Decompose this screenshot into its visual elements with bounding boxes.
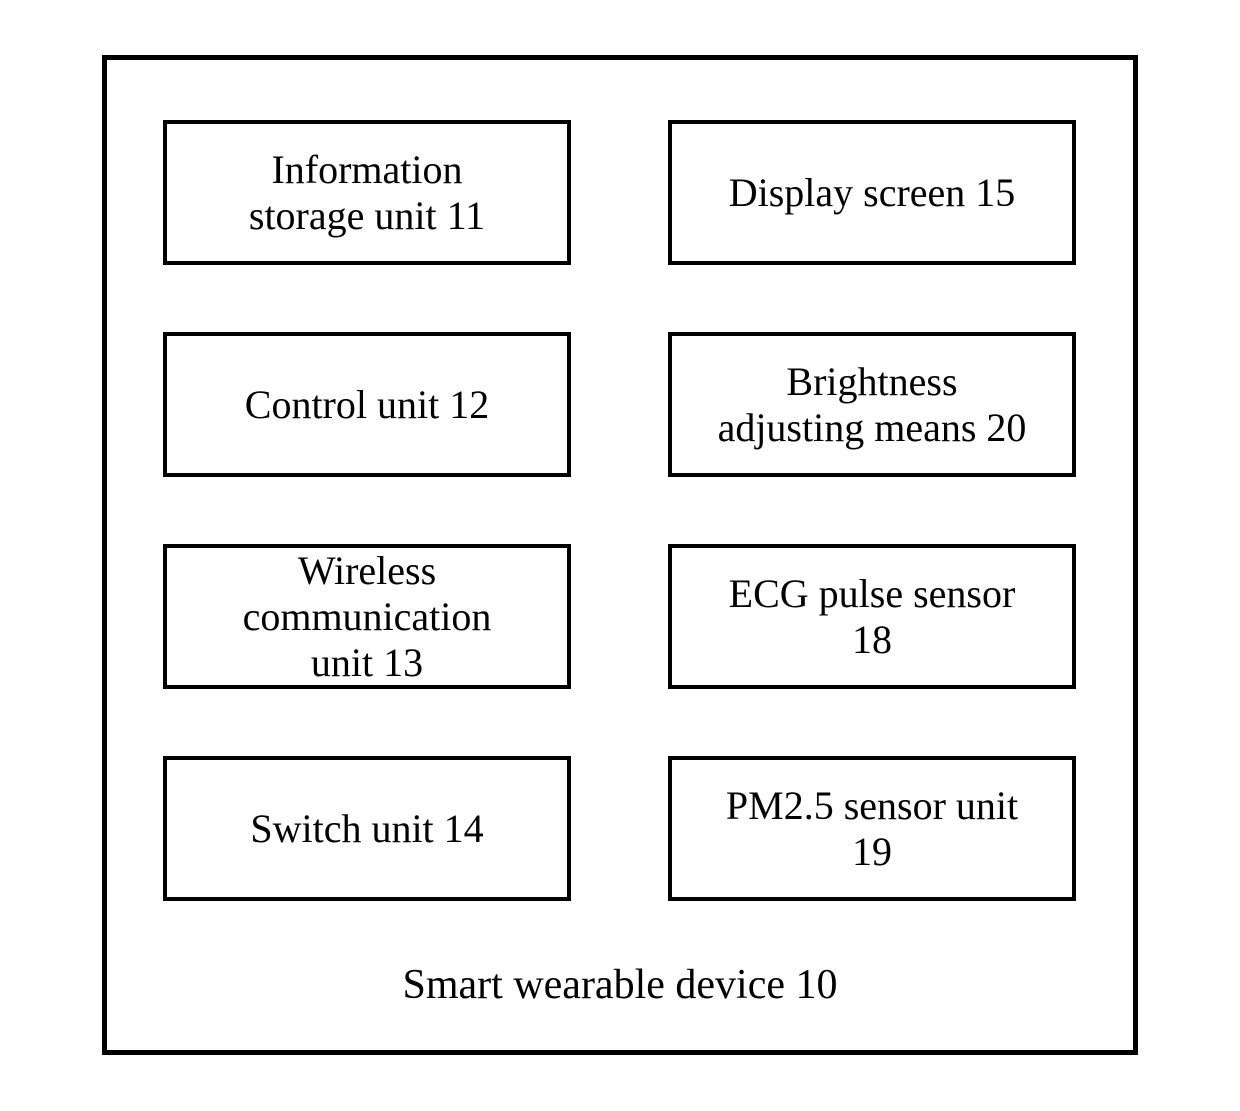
block-label: Switch unit 14 xyxy=(250,806,483,852)
device-container-caption: Smart wearable device 10 xyxy=(102,961,1138,1009)
block-info-storage: Information storage unit 11 xyxy=(163,120,571,265)
block-switch: Switch unit 14 xyxy=(163,756,571,901)
block-wireless: Wireless communication unit 13 xyxy=(163,544,571,689)
block-label: Display screen 15 xyxy=(729,170,1016,216)
block-label: Control unit 12 xyxy=(245,382,489,428)
block-label: PM2.5 sensor unit 19 xyxy=(726,783,1018,875)
block-ecg: ECG pulse sensor 18 xyxy=(668,544,1076,689)
block-label: Wireless communication unit 13 xyxy=(243,548,492,686)
block-brightness: Brightness adjusting means 20 xyxy=(668,332,1076,477)
block-label: ECG pulse sensor 18 xyxy=(729,571,1016,663)
block-label: Brightness adjusting means 20 xyxy=(718,359,1027,451)
block-pm25: PM2.5 sensor unit 19 xyxy=(668,756,1076,901)
block-display-screen: Display screen 15 xyxy=(668,120,1076,265)
block-control-unit: Control unit 12 xyxy=(163,332,571,477)
block-label: Information storage unit 11 xyxy=(249,147,485,239)
